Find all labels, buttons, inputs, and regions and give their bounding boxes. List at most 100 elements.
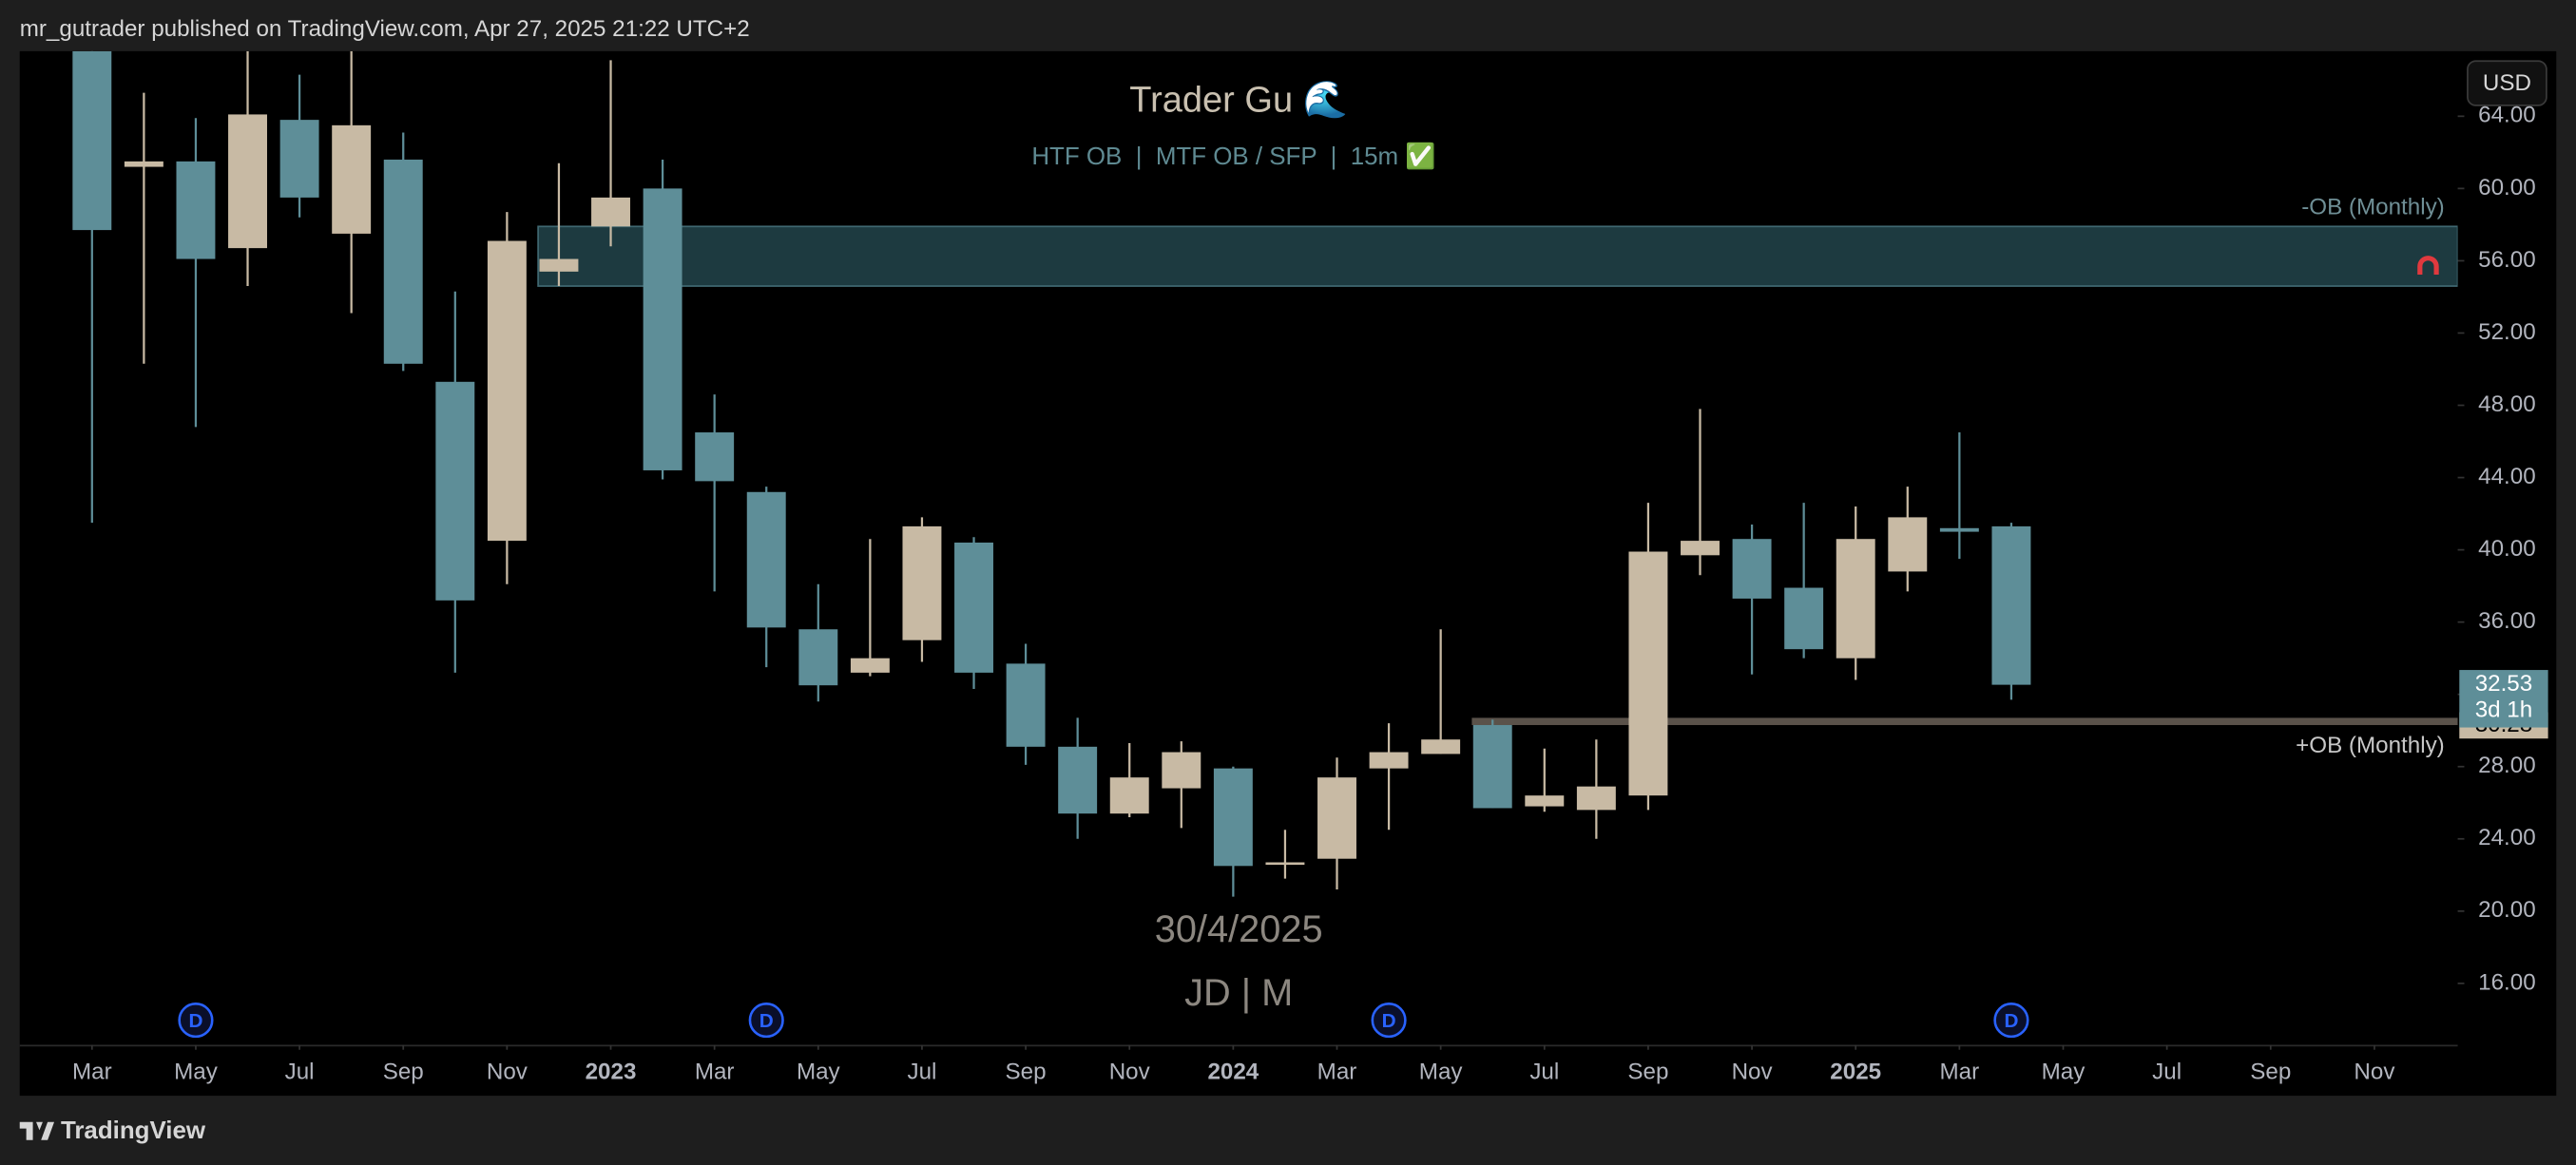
event-label: D xyxy=(2004,1010,2018,1032)
event-marker xyxy=(178,1003,214,1039)
event-marker xyxy=(1371,1003,1407,1039)
candle-body xyxy=(643,188,682,470)
candle-body xyxy=(850,658,890,673)
y-tick-label: 52.00 xyxy=(2478,319,2536,345)
x-tick-label: May xyxy=(797,1059,841,1084)
last-price-label: 32.53 xyxy=(2475,671,2533,697)
candle-body xyxy=(902,525,942,640)
candle-body xyxy=(591,197,630,227)
candle-body xyxy=(1369,752,1409,769)
event-label: D xyxy=(188,1010,202,1032)
x-tick-label: 2024 xyxy=(1207,1059,1259,1084)
order-block-zone xyxy=(1471,717,2458,726)
x-tick-label: 2025 xyxy=(1830,1059,1881,1084)
candle-body xyxy=(1576,786,1616,811)
logo-shape xyxy=(19,1121,55,1140)
x-tick-label: Mar xyxy=(1940,1059,1980,1084)
brand-name: TradingView xyxy=(61,1117,206,1144)
candle-body xyxy=(1784,587,1824,650)
candle-body xyxy=(487,240,527,542)
x-tick-label: Mar xyxy=(72,1059,112,1084)
x-tick-label: Sep xyxy=(1006,1059,1047,1084)
x-tick-label: Nov xyxy=(1732,1059,1774,1084)
currency-button[interactable] xyxy=(2467,60,2547,106)
x-tick-label: Jul xyxy=(1529,1059,1559,1084)
y-tick-label: 44.00 xyxy=(2478,464,2536,489)
candle-body xyxy=(1109,777,1149,814)
candle-body xyxy=(279,120,319,198)
y-tick-label: 36.00 xyxy=(2478,608,2536,634)
y-tick-label: 24.00 xyxy=(2478,825,2536,850)
watermark-date: 30/4/2025 xyxy=(1155,908,1323,950)
chart-subtitle: HTF OB | MTF OB / SFP | 15m ✅ xyxy=(1031,142,1435,170)
x-tick-label: Sep xyxy=(2250,1059,2291,1084)
y-tick-label: 56.00 xyxy=(2478,247,2536,273)
candle-body xyxy=(176,161,216,259)
candle-body xyxy=(1006,663,1046,747)
magnet-icon xyxy=(2417,256,2439,275)
candle-body xyxy=(539,258,579,272)
candle-body xyxy=(1317,777,1356,859)
x-tick-label: Sep xyxy=(383,1059,424,1084)
zone-label: +OB (Monthly) xyxy=(2296,733,2445,758)
brand-logo xyxy=(19,1121,55,1140)
candle-body xyxy=(954,543,993,673)
candle-body xyxy=(1265,862,1305,866)
candle-body xyxy=(1991,525,2031,685)
candle-body xyxy=(332,124,372,234)
candle-body xyxy=(1472,725,1512,809)
candle-body xyxy=(1681,541,1720,556)
x-tick-label: Nov xyxy=(487,1059,529,1084)
y-tick-label: 16.00 xyxy=(2478,969,2536,995)
candle-body xyxy=(798,629,838,686)
x-tick-label: Jul xyxy=(2152,1059,2182,1084)
candle-body xyxy=(695,432,735,482)
x-tick-label: May xyxy=(2042,1059,2086,1084)
candle-body xyxy=(435,381,475,601)
x-tick-label: Jul xyxy=(285,1059,315,1084)
y-tick-label: 60.00 xyxy=(2478,175,2536,201)
x-tick-label: 2023 xyxy=(586,1059,637,1084)
y-tick-label: 48.00 xyxy=(2478,392,2536,417)
candle-body xyxy=(1888,517,1928,572)
last-price-box xyxy=(2459,670,2548,728)
event-label: D xyxy=(759,1010,774,1032)
x-tick-label: Nov xyxy=(2354,1059,2395,1084)
candle-body xyxy=(1525,795,1565,807)
currency-label[interactable]: USD xyxy=(2483,70,2531,96)
y-tick-label: 64.00 xyxy=(2478,103,2536,128)
candle-body xyxy=(1939,527,1979,532)
candle-body xyxy=(228,114,267,249)
x-tick-label: May xyxy=(1419,1059,1464,1084)
candle-body xyxy=(1162,752,1201,789)
x-tick-label: Nov xyxy=(1109,1059,1151,1084)
x-tick-label: Mar xyxy=(695,1059,735,1084)
candle-body xyxy=(72,50,112,231)
magnet-shape xyxy=(2417,256,2439,275)
plot xyxy=(72,50,2458,897)
x-tick-label: Sep xyxy=(1627,1059,1668,1084)
event-marker xyxy=(1993,1003,2029,1039)
candle-body xyxy=(1421,739,1461,754)
candle-body xyxy=(1836,539,1875,659)
x-tick-label: Jul xyxy=(907,1059,936,1084)
x-tick-label: May xyxy=(174,1059,219,1084)
candle-body xyxy=(383,159,423,364)
x-tick-label: Mar xyxy=(1317,1059,1357,1084)
zone-label: -OB (Monthly) xyxy=(2301,195,2445,220)
y-tick-label: 40.00 xyxy=(2478,536,2536,562)
overlay: 16.0020.0024.0028.0032.0036.0040.0044.00… xyxy=(72,103,2548,1084)
event-marker xyxy=(748,1003,784,1039)
order-block-zone xyxy=(537,225,2458,287)
y-tick-label: 20.00 xyxy=(2478,897,2536,923)
candle-body xyxy=(1732,539,1772,599)
candle-body xyxy=(124,161,163,167)
candle-body xyxy=(746,491,786,628)
y-tick-label: 28.00 xyxy=(2478,753,2536,778)
watermark-symbol: JD | M xyxy=(1184,972,1293,1014)
candle-body xyxy=(1628,551,1668,796)
candle-body xyxy=(1058,746,1098,814)
countdown-label: 3d 1h xyxy=(2475,697,2533,723)
